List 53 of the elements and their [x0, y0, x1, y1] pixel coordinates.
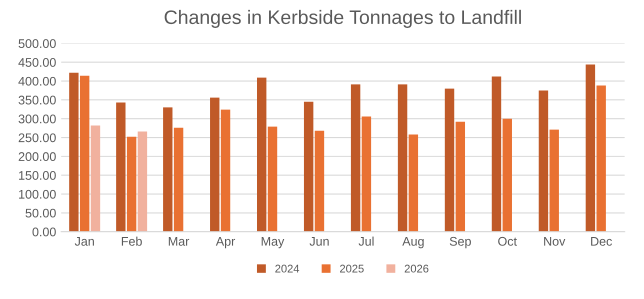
bar [550, 130, 559, 232]
bar [304, 102, 314, 232]
bar [492, 76, 502, 232]
x-tick-label: Jan [74, 237, 94, 246]
x-tick-label: Aug [402, 237, 424, 248]
x-tick-label: Sep [450, 236, 471, 248]
legend-label: 2026 [404, 264, 428, 273]
bar [80, 76, 90, 232]
bar [116, 102, 126, 232]
y-tick-label: 500.00 [18, 39, 56, 48]
bar [596, 86, 606, 232]
bar [126, 136, 136, 232]
y-tick-label: 150.00 [19, 171, 56, 180]
bar [538, 90, 548, 232]
bar [210, 98, 220, 232]
y-tick-label: 200.00 [18, 152, 56, 162]
y-tick-label: 0.00 [32, 228, 56, 236]
x-tick-label: Jun [310, 237, 329, 246]
x-tick-label: Apr [216, 237, 236, 248]
y-tick-label: 300.00 [18, 114, 56, 124]
bar [398, 84, 408, 232]
bar [256, 78, 266, 232]
bar [268, 126, 278, 232]
bar [138, 132, 148, 232]
x-tick-label: Feb [122, 236, 142, 246]
bar [163, 107, 172, 232]
y-tick-label: 50.00 [26, 208, 56, 218]
x-tick-label: Dec [591, 237, 612, 246]
bar [350, 84, 360, 232]
y-tick-label: 350.00 [18, 96, 56, 105]
y-tick-label: 400.00 [18, 76, 56, 86]
bar [314, 130, 324, 232]
legend-label: 2024 [275, 264, 300, 273]
x-tick-label: Nov [544, 237, 566, 246]
x-tick-label: Oct [498, 236, 517, 246]
y-tick-label: 250.00 [18, 133, 56, 142]
bar [69, 72, 79, 232]
y-tick-label: 100.00 [19, 190, 56, 199]
bar [444, 88, 454, 232]
chart-title: Changes in Kerbside Tonnages to Landfill [164, 10, 521, 28]
bar [502, 118, 512, 232]
bar [220, 110, 230, 232]
x-tick-label: Jul [358, 236, 374, 246]
legend-label: 2025 [340, 264, 364, 273]
bar [90, 125, 100, 232]
bar [362, 116, 372, 232]
bar [456, 122, 466, 232]
bar [586, 64, 596, 232]
x-tick-label: May [262, 237, 284, 248]
y-tick-label: 450.00 [18, 58, 56, 67]
x-tick-label: Mar [168, 237, 190, 246]
bar [174, 128, 184, 232]
bar [408, 134, 418, 232]
